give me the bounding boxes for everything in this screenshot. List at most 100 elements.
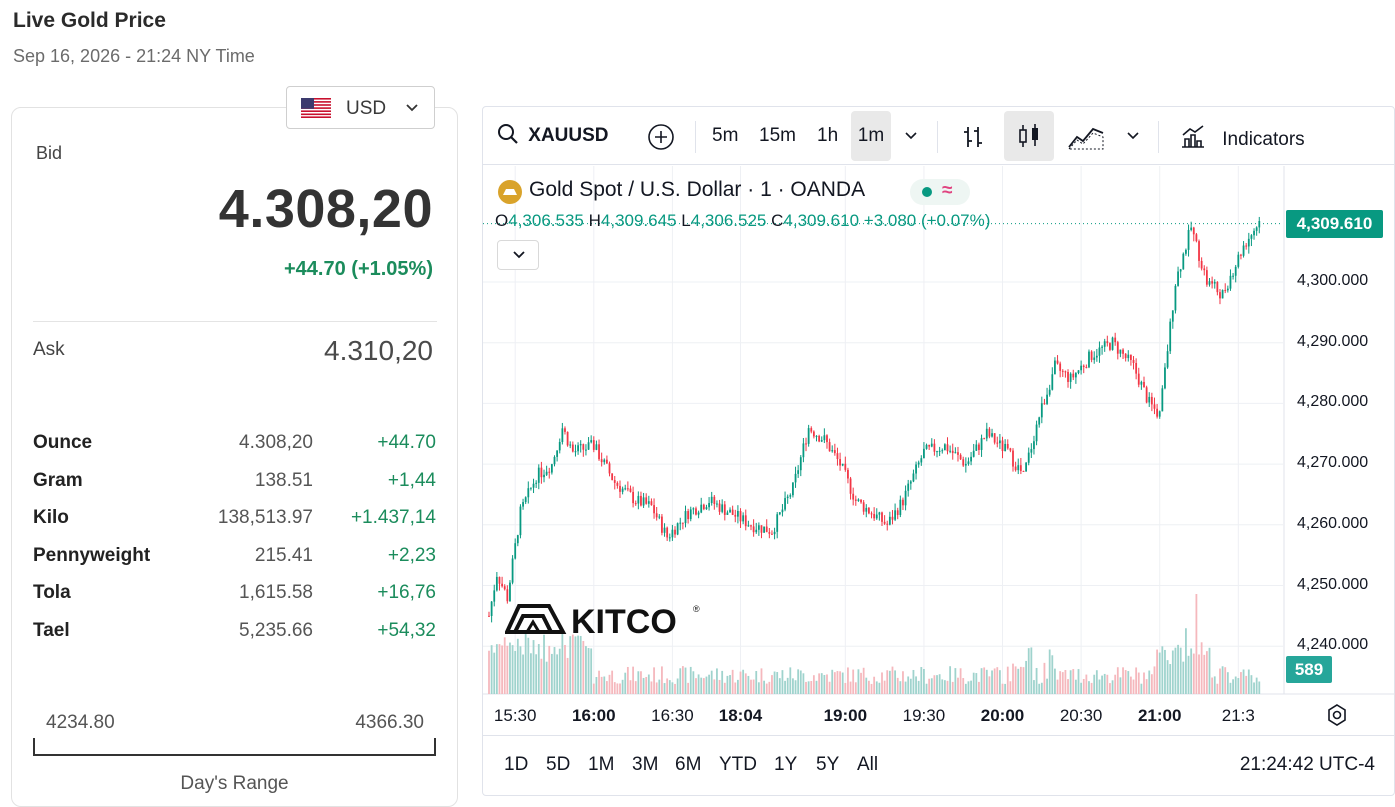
volume-bar [1203,654,1206,694]
candle-body [577,445,579,452]
candle-body [833,450,836,454]
candle-body [1074,373,1077,378]
range-5y[interactable]: 5Y [816,754,840,775]
volume-bar [1022,667,1025,694]
interval-1h[interactable]: 1h [817,125,839,146]
volume-bar [763,680,765,694]
ohlc-readout: O4,306.535 H4,309.645 L4,306.525 C4,309.… [495,211,990,231]
volume-bar [823,674,826,694]
candle-body [899,499,902,515]
volume-bar [807,681,810,694]
volume-bar [896,677,899,694]
range-1d[interactable]: 1D [504,754,529,775]
interval-chevron-icon[interactable] [904,129,918,143]
candle-body [1051,374,1054,390]
range-all[interactable]: All [857,754,879,775]
volume-bar [839,671,841,694]
volume-bar [781,670,784,694]
candle-body [797,470,800,474]
candle-body [873,514,876,519]
settings-gear-icon[interactable] [1325,703,1349,727]
range-1y[interactable]: 1Y [774,754,798,775]
candle-body [975,444,978,451]
candle-body [862,502,865,512]
candle-body [954,452,957,454]
volume-bar [550,653,553,694]
candle-body [603,459,606,463]
compare-add-icon[interactable] [647,123,675,151]
candle-body [522,502,524,507]
range-3m[interactable]: 3M [632,754,659,775]
candle-body [896,510,899,515]
volume-bar [1153,666,1156,694]
candle-body [823,435,826,441]
volume-bar [1132,679,1135,694]
indicators-button[interactable]: Indicators [1179,123,1305,151]
volume-bar [849,681,852,694]
chart-type-chevron-icon[interactable] [1126,129,1140,143]
candle-body [904,490,907,506]
volume-bar [676,678,679,694]
price-chart[interactable] [483,166,1395,735]
high-label: H [588,211,601,230]
candles-chart-button[interactable] [1004,111,1054,161]
volume-bar [902,671,904,694]
volume-bar [936,675,938,694]
candle-body [681,522,684,524]
candle-body [700,504,703,513]
volume-bar [941,679,944,694]
volume-bar [668,680,671,694]
candle-body [805,443,807,445]
interval-5m[interactable]: 5m [712,125,739,146]
volume-bar [1137,672,1140,694]
volume-bar [920,667,923,694]
candle-body [1200,260,1203,269]
range-5d[interactable]: 5D [546,754,571,775]
range-ytd[interactable]: YTD [719,754,757,775]
market-status-badge[interactable]: ≈ [910,179,970,205]
candle-body [923,448,925,459]
volume-bar [891,666,894,694]
volume-bar [619,683,621,694]
candle-body [571,444,574,452]
unit-change: +54,32 [377,620,436,641]
volume-bar [1221,666,1224,694]
currency-select[interactable]: USD [286,86,435,129]
candle-body [1242,245,1245,256]
range-6m[interactable]: 6M [675,754,702,775]
volume-bar [750,679,752,694]
interval-1m[interactable]: 1m [851,111,891,161]
candle-body [993,433,996,443]
candle-body [1077,370,1080,374]
candle-body [737,510,739,517]
candle-body [1085,366,1088,368]
candle-body [1093,357,1096,360]
volume-bar [1158,652,1161,694]
bar-change: +3.080 (+0.07%) [863,211,991,230]
symbol-search[interactable]: XAUUSD [497,123,609,147]
area-chart-icon[interactable] [1067,123,1105,151]
volume-bar [519,646,522,694]
volume-bar [1082,678,1085,694]
candle-body [1012,450,1014,467]
kitco-wordmark: KITCO [571,603,677,640]
volume-bar [1242,669,1245,694]
interval-15m[interactable]: 15m [759,125,796,146]
price-tick-label: 4,280.000 [1297,393,1369,411]
bar-chart-icon[interactable] [959,123,987,151]
volume-bar [868,680,870,694]
volume-bar [650,681,653,694]
volume-bar [1072,669,1075,694]
volume-bar [1211,677,1214,694]
candle-body [964,463,967,466]
time-tick-label: 20:00 [980,706,1025,725]
volume-bar [629,680,632,694]
candle-body [729,509,731,513]
legend-collapse-button[interactable] [497,240,539,270]
unit-price: 138,513.97 [217,507,313,528]
candle-body [886,523,889,525]
candles [488,216,1261,623]
candle-body [619,485,621,492]
range-1m[interactable]: 1M [588,754,615,775]
volume-bar [752,679,755,694]
